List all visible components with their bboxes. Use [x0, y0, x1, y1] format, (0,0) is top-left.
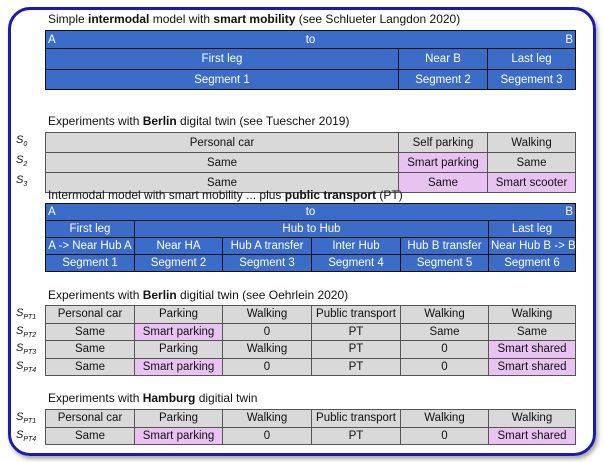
- scenario-cell: Same: [45, 357, 135, 376]
- leg-cell: First leg: [45, 220, 135, 238]
- scenario-row: Same Same Smart scooter: [45, 172, 576, 193]
- scenario-cell: Same: [400, 322, 489, 341]
- scenario-row: Same Smart parking Same: [45, 152, 576, 173]
- segment-cell: Segment 5: [400, 254, 489, 272]
- scenario-cell: 0: [222, 322, 312, 341]
- scenario-cell: Walking: [222, 409, 312, 428]
- hamburg-experiments-table: Personal car Parking Walking Public transpo…: [45, 409, 576, 445]
- scenario-label: SPT2: [16, 324, 37, 339]
- scenario-cell: Same: [398, 172, 488, 193]
- leg-cell: Last leg: [487, 220, 577, 238]
- segment-cell: Segment 2: [134, 254, 223, 272]
- scenario-cell: Walking: [222, 305, 312, 324]
- leg-cell: Last leg: [486, 48, 577, 70]
- section2-title: Experiments with Berlin digital twin (se…: [48, 114, 350, 128]
- scenario-cell: Smart parking: [134, 357, 223, 376]
- scenario-cell: Smart parking: [398, 152, 488, 173]
- scenario-row: Personal car Parking Walking Public transpo…: [45, 409, 576, 428]
- scenario-cell: Same: [45, 322, 135, 341]
- segment-cell: Segment 2: [398, 69, 488, 90]
- segment-cell: Segment 3: [222, 254, 312, 272]
- scenario-row: Same Smart parking 0 PT 0 Smart shared: [45, 426, 576, 445]
- scenario-label: SPT3: [16, 342, 37, 357]
- scenario-cell: Self parking: [398, 132, 488, 153]
- scenario-label: SPT4: [16, 428, 37, 443]
- scenario-cell: Smart parking: [134, 426, 223, 445]
- scenario-label: S2: [16, 154, 28, 169]
- scenario-cell: 0: [400, 340, 489, 359]
- scenario-cell: Smart shared: [488, 357, 576, 376]
- scenario-cell: Walking: [222, 340, 312, 359]
- part-cell: A -> Near Hub A: [45, 237, 135, 255]
- scenario-cell: PT: [311, 340, 401, 359]
- leg-cell: Hub to Hub: [134, 220, 489, 238]
- scenario-cell: Same: [487, 152, 576, 173]
- scenario-cell: Same: [45, 340, 135, 359]
- scenario-row: Same Smart parking 0 PT Same Same: [45, 322, 576, 341]
- scenario-cell: Personal car: [45, 409, 135, 428]
- scenario-cell: Parking: [134, 340, 223, 359]
- scenario-cell: Same: [45, 426, 135, 445]
- scenario-cell: 0: [400, 426, 489, 445]
- scenario-cell: Walking: [488, 409, 576, 428]
- part-cell: Near HA: [134, 237, 223, 255]
- scenario-cell: Walking: [400, 409, 489, 428]
- scenario-cell: Walking: [488, 305, 576, 324]
- scenario-cell: 0: [222, 357, 312, 376]
- part-cell: Inter Hub: [311, 237, 401, 255]
- scenario-cell: PT: [311, 357, 401, 376]
- scenario-cell: Walking: [400, 305, 489, 324]
- scenario-cell: Public transport: [311, 409, 401, 428]
- scenario-row: Same Parking Walking PT 0 Smart shared: [45, 340, 576, 359]
- berlin-experiments-table-2: Personal car Parking Walking Public transpo…: [45, 305, 576, 376]
- scenario-cell: Public transport: [311, 305, 401, 324]
- part-cell: Hub B transfer: [400, 237, 489, 255]
- diagram-frame: [8, 7, 596, 456]
- scenario-cell: Walking: [487, 132, 576, 153]
- segment-cell: Segement 3: [486, 69, 577, 90]
- segment-cell: Segment 1: [45, 69, 399, 90]
- scenario-label: S3: [16, 174, 28, 189]
- scenario-cell: Same: [45, 152, 399, 173]
- scenario-cell: PT: [311, 426, 401, 445]
- section4-title: Experiments with Berlin digitial twin (s…: [48, 288, 349, 302]
- scenario-cell: Smart shared: [488, 340, 576, 359]
- scenario-row: Personal car Self parking Walking: [45, 132, 576, 153]
- scenario-label: SPT1: [16, 411, 37, 426]
- scenario-cell: Personal car: [45, 132, 399, 153]
- segment-cell: Segment 6: [487, 254, 577, 272]
- scenario-cell: 0: [222, 426, 312, 445]
- part-cell: Near Hub B -> B: [487, 237, 577, 255]
- scenario-row: Same Smart parking 0 PT 0 Smart shared: [45, 357, 576, 376]
- scenario-cell: Smart shared: [488, 426, 576, 445]
- scenario-cell: Same: [45, 172, 399, 193]
- scenario-cell: Smart scooter: [487, 172, 576, 193]
- segment-cell: Segment 1: [45, 254, 135, 272]
- scenario-cell: PT: [311, 322, 401, 341]
- berlin-experiments-table-1: Personal car Self parking Walking Same Smart…: [45, 132, 576, 193]
- scenario-label: SPT4: [16, 359, 37, 374]
- scenario-cell: Personal car: [45, 305, 135, 324]
- leg-cell: Near B: [398, 48, 488, 70]
- scenario-cell: Same: [488, 322, 576, 341]
- section3-title: Intermodal model with smart mobility ...…: [48, 188, 403, 202]
- segment-cell: Segment 4: [311, 254, 401, 272]
- scenario-cell: Smart parking: [134, 322, 223, 341]
- scenario-cell: 0: [400, 357, 489, 376]
- part-cell: Hub A transfer: [222, 237, 312, 255]
- scenario-cell: Parking: [134, 409, 223, 428]
- leg-cell: First leg: [45, 48, 399, 70]
- scenario-label: S0: [16, 134, 28, 149]
- scenario-cell: Parking: [134, 305, 223, 324]
- section5-title: Experiments with Hamburg digitial twin: [48, 391, 258, 405]
- scenario-label: SPT1: [16, 307, 37, 322]
- scenario-row: Personal car Parking Walking Public transpo…: [45, 305, 576, 324]
- section1-title: Simple intermodal model with smart mobil…: [48, 12, 461, 26]
